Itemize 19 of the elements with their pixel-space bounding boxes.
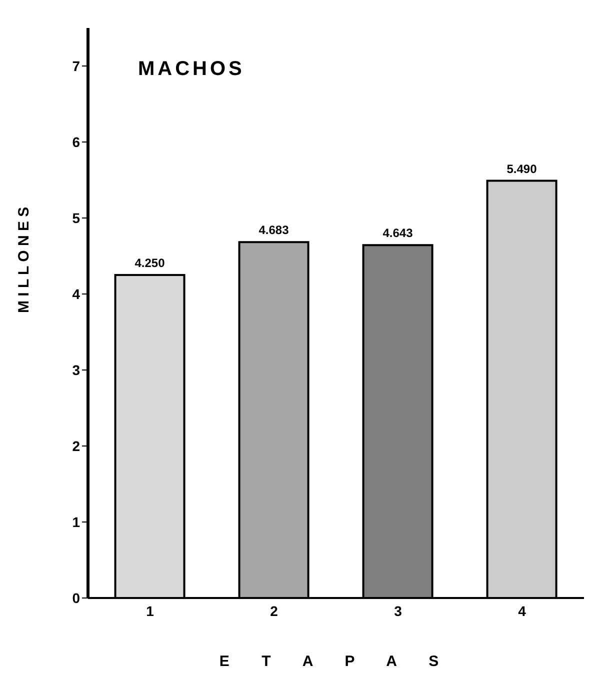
y-tick-label: 6 bbox=[72, 134, 80, 150]
y-tick-label: 4 bbox=[72, 286, 80, 302]
y-axis-title: M I L L O N E S bbox=[15, 206, 32, 313]
text: MACHOS bbox=[138, 58, 245, 81]
y-tick-label: 5 bbox=[72, 210, 80, 226]
x-tick-label: 3 bbox=[394, 602, 402, 619]
data-label: 5.490 bbox=[506, 162, 538, 176]
y-tick-label: 2 bbox=[72, 438, 80, 454]
x-tick-label: 4 bbox=[518, 602, 526, 619]
data-label: 4.643 bbox=[382, 226, 414, 240]
x-tick-label: 2 bbox=[270, 602, 278, 619]
x-axis-title: E T A P A S bbox=[218, 653, 454, 670]
y-tick-label: 3 bbox=[72, 362, 80, 378]
y-tick-label: 7 bbox=[72, 58, 80, 74]
x-tick-label: 1 bbox=[146, 602, 154, 619]
y-tick-label: 1 bbox=[72, 514, 80, 530]
y-tick-label: 0 bbox=[72, 590, 80, 606]
data-label: 4.250 bbox=[134, 256, 166, 270]
data-label: 4.683 bbox=[258, 223, 290, 238]
